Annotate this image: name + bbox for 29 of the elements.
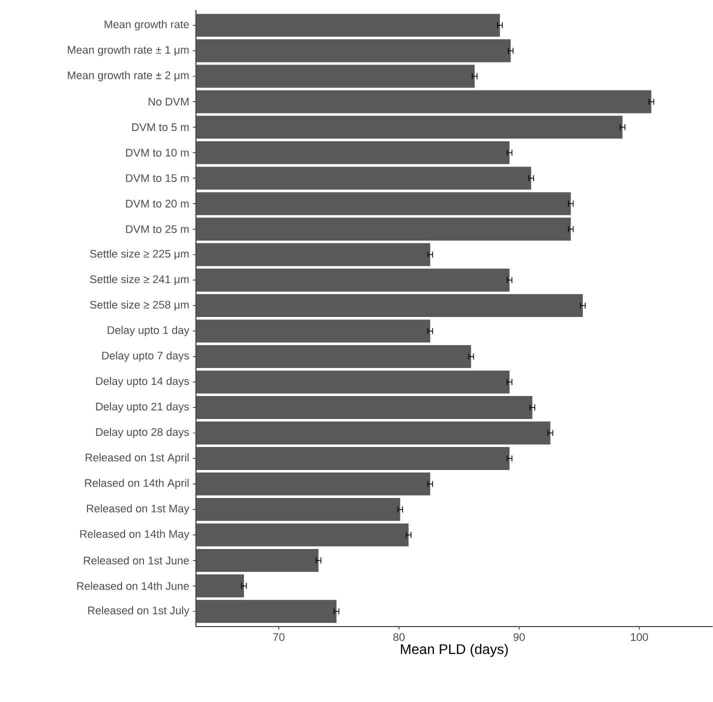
y-tick-label: Relased on 14th April bbox=[85, 479, 189, 490]
y-tick-label: Released on 14th June bbox=[77, 582, 189, 590]
y-tick-label: Released on 1st April bbox=[86, 454, 189, 464]
y-tick-label: Settle size ≥ 241 μm bbox=[90, 275, 189, 286]
y-tick-label: No DVM bbox=[148, 98, 188, 106]
y-tick-label: Mean growth rate ± 1 μm bbox=[68, 46, 189, 56]
y-tick-label: Released on 1st July bbox=[88, 606, 190, 617]
y-tick-label: DVM to 25 m bbox=[126, 225, 189, 234]
y-tick-label: Delay upto 7 days bbox=[102, 352, 189, 362]
y-tick-label: Mean growth rate bbox=[104, 20, 189, 31]
y-tick-label: Delay upto 21 days bbox=[96, 402, 189, 413]
x-axis-title: Mean PLD (days) bbox=[400, 644, 508, 658]
y-tick-label: DVM to 20 m bbox=[126, 200, 189, 208]
x-tick-label: 70 bbox=[273, 633, 284, 642]
y-tick-label: Released on 1st May bbox=[86, 504, 190, 515]
x-tick-label: 80 bbox=[393, 633, 405, 642]
y-tick-label: Delay upto 1 day bbox=[108, 326, 190, 336]
y-tick-label: DVM to 15 m bbox=[126, 174, 189, 182]
y-tick-label: Settle size ≥ 225 μm bbox=[90, 250, 189, 260]
y-tick-label: DVM to 10 m bbox=[126, 149, 189, 157]
x-tick-label: 90 bbox=[514, 633, 525, 642]
y-tick-label: Released on 14th May bbox=[80, 530, 190, 540]
y-tick-label: Settle size ≥ 258 μm bbox=[90, 300, 189, 311]
x-tick-label: 100 bbox=[630, 633, 648, 642]
y-tick-label: Released on 1st June bbox=[84, 556, 189, 565]
y-tick-label: Mean growth rate ± 2 μm bbox=[68, 71, 189, 82]
y-tick-label: Delay upto 28 days bbox=[96, 428, 189, 438]
y-tick-label: DVM to 5 m bbox=[132, 124, 189, 132]
y-tick-label: Delay upto 14 days bbox=[96, 377, 189, 388]
